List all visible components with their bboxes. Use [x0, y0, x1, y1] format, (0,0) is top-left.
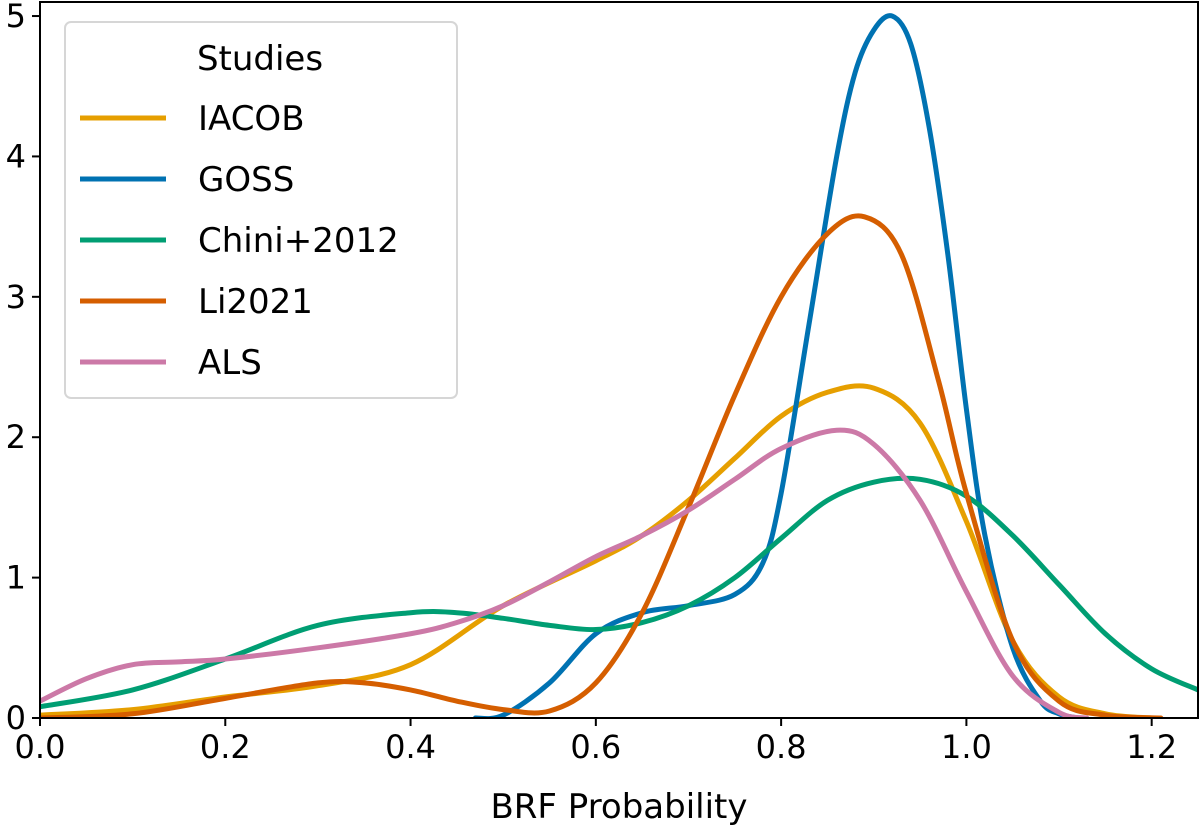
- y-tick-label: 2: [6, 418, 26, 456]
- legend-label-als: ALS: [198, 343, 262, 383]
- legend-label-iacob: IACOB: [198, 99, 305, 139]
- x-tick-label: 0.0: [15, 728, 66, 766]
- y-tick-label: 0: [6, 699, 26, 737]
- legend-title: Studies: [197, 39, 323, 79]
- x-tick-label: 1.2: [1126, 728, 1177, 766]
- x-axis: 0.0 0.2 0.4 0.6 0.8 1.0 1.2: [15, 718, 1177, 766]
- legend-label-chini-2012: Chini+2012: [198, 221, 399, 261]
- legend-label-goss: GOSS: [198, 160, 294, 200]
- x-tick-label: 0.2: [200, 728, 251, 766]
- y-tick-label: 4: [6, 137, 26, 175]
- series-line-chini-2012: [40, 475, 1198, 710]
- x-tick-label: 0.4: [385, 728, 436, 766]
- series-line-goss: [472, 13, 1081, 718]
- y-tick-label: 1: [6, 559, 26, 597]
- y-tick-label: 5: [6, 0, 26, 35]
- legend-entries: IACOB GOSS Chini+2012 Li2021 ALS: [80, 99, 399, 383]
- plot-frame: [39, 1, 1199, 719]
- x-axis-title: BRF Probability: [490, 787, 747, 827]
- legend: Studies IACOB GOSS Chini+2012 Li2021 ALS: [64, 21, 458, 399]
- x-tick-label: 0.8: [756, 728, 807, 766]
- y-axis: 0 1 2 3 4 5: [6, 0, 40, 737]
- y-tick-label: 3: [6, 278, 26, 316]
- x-tick-label: 0.6: [570, 728, 621, 766]
- x-tick-label: 1.0: [941, 728, 992, 766]
- series-line-li2021: [40, 213, 1164, 718]
- series-line-als: [40, 427, 1090, 718]
- legend-label-li2021: Li2021: [198, 282, 313, 322]
- series-layer: [40, 13, 1198, 718]
